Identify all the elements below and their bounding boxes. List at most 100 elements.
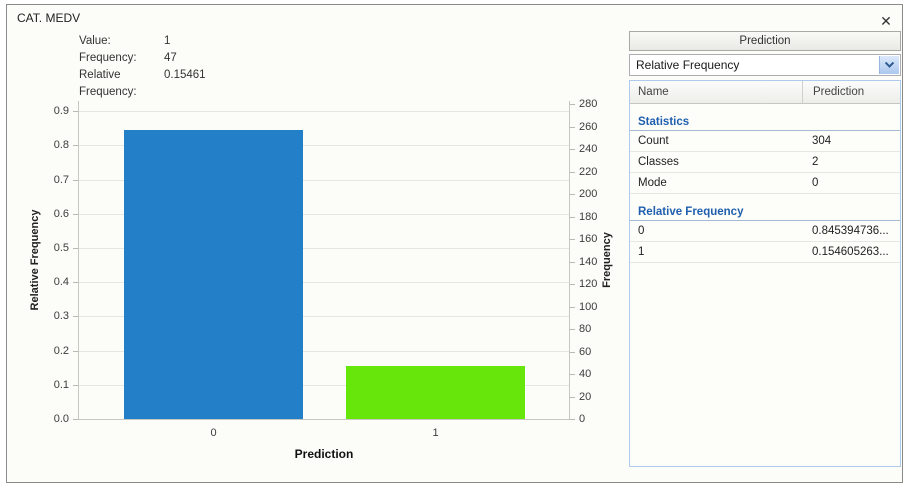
y-tick-right xyxy=(570,104,575,105)
y-tick-label-left: 0.7 xyxy=(53,174,69,186)
row-value: 0.154605263... xyxy=(812,246,889,258)
table-row[interactable]: Count 304 xyxy=(630,131,900,152)
y-axis-left-line xyxy=(78,101,79,420)
row-name: Count xyxy=(638,135,669,147)
y-tick-right xyxy=(570,419,575,420)
x-axis-line xyxy=(78,419,570,420)
y-tick-left xyxy=(73,282,78,283)
y-tick-left xyxy=(73,248,78,249)
table-row[interactable]: 1 0.154605263... xyxy=(630,242,900,263)
bar-chart: 0 1 0.0 0.1 0.2 0.3 0.4 0.5 0.6 0.7 0.8 0.9 0 20 40 60 8… xyxy=(7,5,627,482)
info-label: Value: xyxy=(79,35,111,47)
gridline xyxy=(79,145,569,146)
table-row[interactable]: Mode 0 xyxy=(630,173,900,194)
hover-info-panel: Value: 1 Frequency: 47 Relative Frequenc… xyxy=(79,33,206,98)
y-tick-label-right: 100 xyxy=(579,301,598,313)
y-tick-right xyxy=(570,239,575,240)
y-tick-label-right: 180 xyxy=(579,211,598,223)
y-axis-title-left: Relative Frequency xyxy=(29,209,41,311)
y-tick-right xyxy=(570,397,575,398)
window-title: CAT. MEDV xyxy=(17,11,81,25)
info-label: Frequency: xyxy=(79,52,137,64)
gridline xyxy=(79,248,569,249)
column-header-name: Name xyxy=(638,86,669,98)
y-tick-right xyxy=(570,172,575,173)
y-tick-right xyxy=(570,127,575,128)
x-axis-title: Prediction xyxy=(294,447,354,461)
table-row[interactable]: Classes 2 xyxy=(630,152,900,173)
y-tick-right xyxy=(570,307,575,308)
row-name: Mode xyxy=(638,177,667,189)
metric-dropdown-value: Relative Frequency xyxy=(636,58,740,72)
row-name: 0 xyxy=(638,225,645,237)
x-tick-label: 0 xyxy=(210,427,217,439)
info-row-relative-frequency: Relative Frequency: 0.15461 xyxy=(79,67,206,98)
y-tick-left xyxy=(73,145,78,146)
row-name: Classes xyxy=(638,156,679,168)
histogram-window: CAT. MEDV ✕ Value: 1 Frequency: 47 Relat… xyxy=(6,4,903,483)
table-header-row[interactable]: Name Prediction xyxy=(630,81,900,104)
close-icon[interactable]: ✕ xyxy=(880,13,892,29)
y-tick-label-right: 160 xyxy=(579,233,598,245)
y-tick-label-right: 260 xyxy=(579,121,598,133)
y-tick-label-left: 0.9 xyxy=(53,105,69,117)
info-label: Relative Frequency: xyxy=(79,69,137,98)
y-tick-left xyxy=(73,214,78,215)
bar-0[interactable] xyxy=(124,130,303,419)
y-tick-label-left: 0.0 xyxy=(53,413,69,425)
y-tick-label-right: 60 xyxy=(579,346,592,358)
y-tick-label-right: 220 xyxy=(579,166,598,178)
info-row-value: Value: 1 xyxy=(79,33,206,50)
row-value: 2 xyxy=(812,156,819,168)
y-tick-right xyxy=(570,329,575,330)
gridline xyxy=(79,214,569,215)
y-tick-label-left: 0.6 xyxy=(53,208,69,220)
y-tick-right xyxy=(570,194,575,195)
y-tick-right xyxy=(570,262,575,263)
y-tick-left xyxy=(73,419,78,420)
row-value: 0 xyxy=(812,177,819,189)
y-tick-left xyxy=(73,180,78,181)
table-row[interactable]: 0 0.845394736... xyxy=(630,221,900,242)
y-tick-label-left: 0.1 xyxy=(53,379,69,391)
y-axis-right-line xyxy=(569,101,570,420)
y-axis-title-right: Frequency xyxy=(601,232,613,288)
section-header: Statistics xyxy=(630,104,900,131)
prediction-tab[interactable]: Prediction xyxy=(629,31,901,51)
y-tick-left xyxy=(73,385,78,386)
x-tick-label: 1 xyxy=(432,427,439,439)
y-tick-label-right: 240 xyxy=(579,143,598,155)
column-header-prediction: Prediction xyxy=(802,81,900,103)
y-tick-left xyxy=(73,316,78,317)
y-tick-label-right: 80 xyxy=(579,323,592,335)
gridline xyxy=(79,282,569,283)
bar-1[interactable] xyxy=(346,366,525,419)
info-row-frequency: Frequency: 47 xyxy=(79,50,206,67)
y-tick-label-right: 140 xyxy=(579,256,598,268)
gridline xyxy=(79,385,569,386)
y-tick-label-right: 0 xyxy=(579,413,586,425)
info-value: 1 xyxy=(164,35,171,47)
gridline xyxy=(79,316,569,317)
row-value: 304 xyxy=(812,135,832,147)
y-tick-label-right: 20 xyxy=(579,391,592,403)
prediction-tab-label: Prediction xyxy=(739,35,791,47)
y-tick-label-left: 0.5 xyxy=(53,242,69,254)
y-tick-left xyxy=(73,351,78,352)
y-tick-right xyxy=(570,284,575,285)
section-header: Relative Frequency xyxy=(630,194,900,221)
stats-table: Name Prediction Statistics Count 304 Classes 2… xyxy=(629,80,901,467)
gridline xyxy=(79,351,569,352)
y-tick-label-left: 0.4 xyxy=(53,276,69,288)
y-tick-label-left: 0.2 xyxy=(53,345,69,357)
row-name: 1 xyxy=(638,246,645,258)
y-tick-right xyxy=(570,374,575,375)
y-tick-label-left: 0.3 xyxy=(53,310,69,322)
chevron-down-icon[interactable] xyxy=(879,56,899,74)
y-tick-label-left: 0.8 xyxy=(53,139,69,151)
y-tick-right xyxy=(570,149,575,150)
info-value: 0.15461 xyxy=(164,69,206,81)
y-tick-label-right: 200 xyxy=(579,188,598,200)
info-value: 47 xyxy=(164,52,177,64)
metric-dropdown[interactable]: Relative Frequency xyxy=(629,54,901,76)
